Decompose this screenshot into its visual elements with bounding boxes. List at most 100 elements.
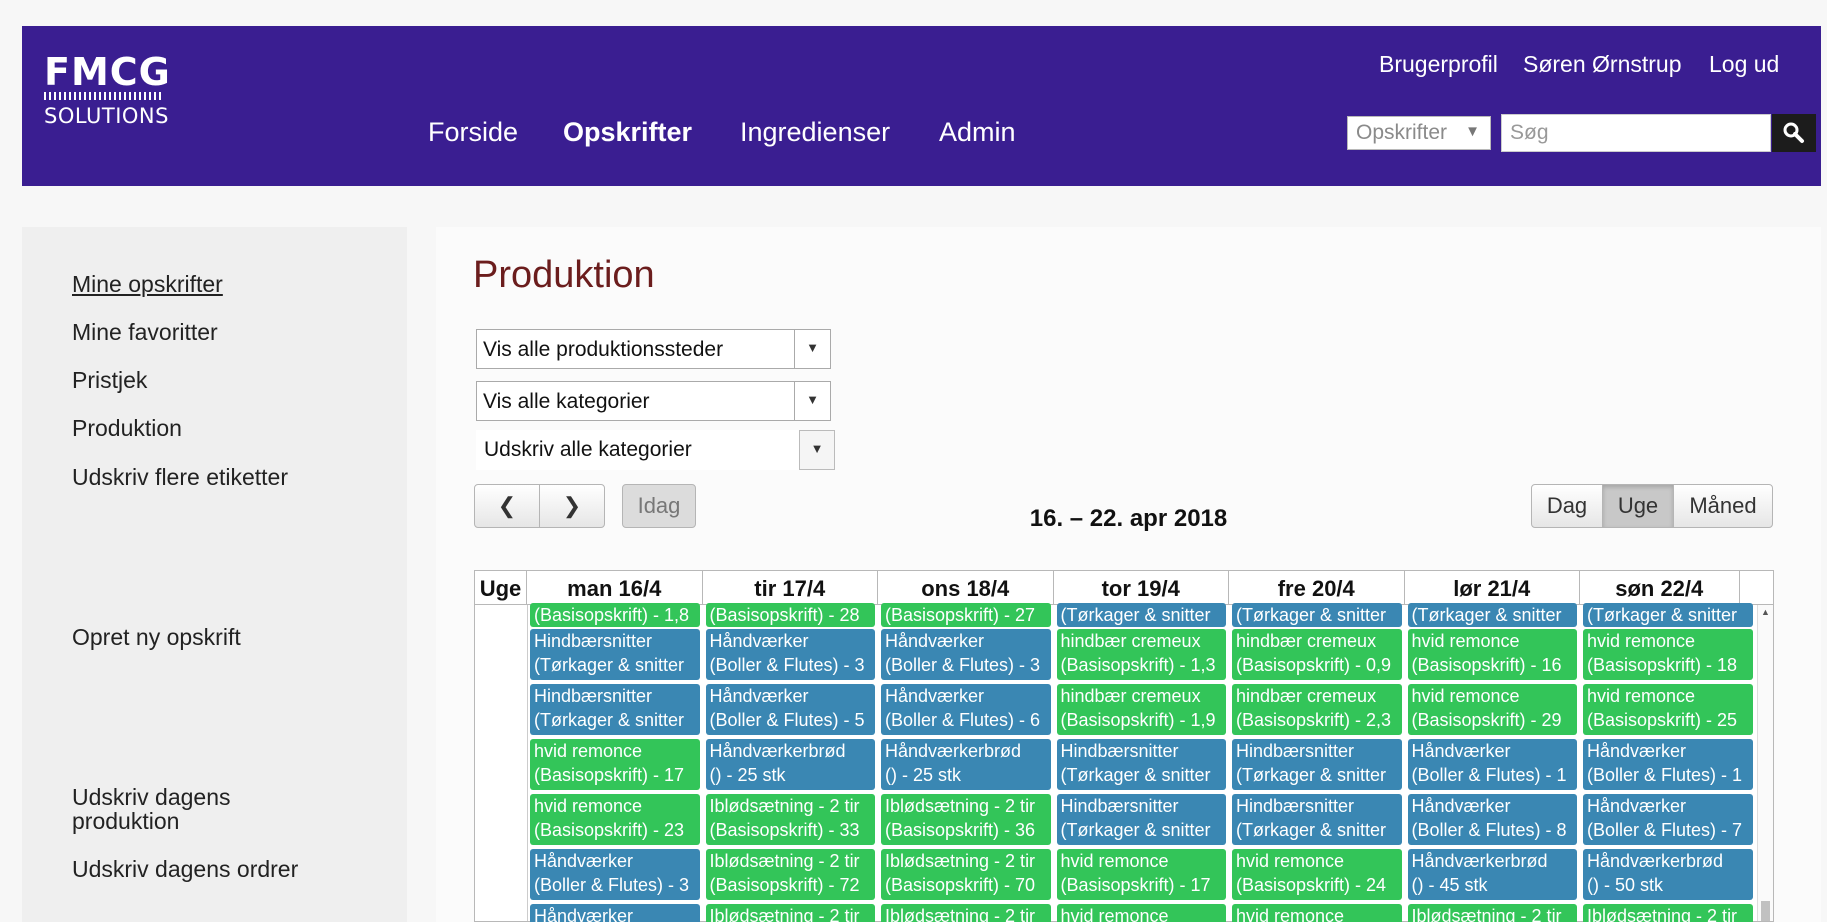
event-detail: (Boller & Flutes) - 1: [1587, 765, 1743, 785]
next-week-button[interactable]: ❯: [539, 484, 605, 528]
calendar-event[interactable]: (Tørkager & snitter: [1583, 603, 1753, 627]
search-scope-select[interactable]: Opskrifter ▼: [1347, 116, 1491, 150]
calendar-event[interactable]: Håndværker (Boller & Flutes) - 5: [705, 684, 875, 735]
event-title: Håndværker: [1411, 796, 1511, 816]
logo-text-solutions: SOLUTIONS: [44, 104, 169, 128]
calendar-header: Uge man 16/4 tir 17/4 ons 18/4 tor 19/4 fre …: [474, 570, 1774, 605]
calendar-event[interactable]: (Basisopskrift) - 27: [881, 603, 1051, 627]
day-header: man 16/4: [527, 571, 703, 605]
calendar-event[interactable]: Hindbærsnitter (Tørkager & snitter: [1232, 794, 1402, 845]
calendar-event[interactable]: hvid remonce (Basisopskrift) - 24: [1232, 849, 1402, 900]
calendar-event[interactable]: Iblødsætning - 2 tir (Basisopskrift) - 72: [705, 849, 875, 900]
calendar-event[interactable]: Iblødsætning - 2 tir (Basisopskrift) - 70: [881, 849, 1051, 900]
company-logo[interactable]: FMCG SOLUTIONS: [44, 50, 184, 130]
calendar-body[interactable]: ▲ (Basisopskrift) - 1,8 Hindbærsnitter (Tø…: [474, 603, 1774, 922]
chevron-down-icon: ▼: [794, 382, 830, 420]
event-title: Iblødsætning - 2 tir: [709, 796, 860, 816]
calendar-event[interactable]: Håndværker: [530, 904, 700, 922]
event-title: Hindbærsnitter: [1236, 796, 1355, 816]
view-month-button[interactable]: Måned: [1673, 484, 1773, 528]
calendar-event[interactable]: Iblødsætning - 2 tir (Basisopskrift) - 36: [881, 794, 1051, 845]
calendar-event[interactable]: Håndværkerbrød () - 45 stk: [1407, 849, 1577, 900]
calendar-event[interactable]: Håndværker (Boller & Flutes) - 3: [530, 849, 700, 900]
calendar-event[interactable]: hvid remonce (Basisopskrift) - 18: [1583, 629, 1753, 680]
production-site-select[interactable]: Vis alle produktionssteder ▼: [476, 329, 831, 369]
calendar-event[interactable]: hvid remonce: [1232, 904, 1402, 922]
calendar-event[interactable]: Håndværker (Boller & Flutes) - 3: [705, 629, 875, 680]
calendar-event[interactable]: hvid remonce (Basisopskrift) - 25: [1583, 684, 1753, 735]
sidebar-item-opret-opskrift[interactable]: Opret ny opskrift: [72, 624, 241, 650]
calendar-event[interactable]: Hindbærsnitter (Tørkager & snitter: [530, 629, 700, 680]
calendar-event[interactable]: Håndværkerbrød () - 50 stk: [1583, 849, 1753, 900]
sidebar-item-mine-favoritter[interactable]: Mine favoritter: [72, 319, 218, 345]
chevron-down-icon: ▼: [799, 430, 835, 470]
sidebar-item-mine-opskrifter[interactable]: Mine opskrifter: [72, 271, 223, 297]
calendar-event[interactable]: Iblødsætning - 2 tir: [705, 904, 875, 922]
sidebar-item-produktion[interactable]: Produktion: [72, 415, 182, 441]
calendar-event[interactable]: Iblødsætning - 2 tir: [1583, 904, 1753, 922]
calendar-event[interactable]: Håndværkerbrød () - 25 stk: [705, 739, 875, 790]
sidebar-item-udskriv-ordrer[interactable]: Udskriv dagens ordrer: [72, 856, 299, 882]
logo-barcode: [44, 92, 164, 100]
calendar-event[interactable]: hindbær cremeux (Basisopskrift) - 2,3: [1232, 684, 1402, 735]
user-profile-link[interactable]: Brugerprofil: [1379, 51, 1498, 77]
calendar-event[interactable]: (Basisopskrift) - 28: [705, 603, 875, 627]
calendar-event[interactable]: (Basisopskrift) - 1,8: [530, 603, 700, 627]
scrollbar-thumb[interactable]: [1761, 901, 1770, 921]
calendar-event[interactable]: Håndværker (Boller & Flutes) - 1: [1583, 739, 1753, 790]
today-button[interactable]: Idag: [622, 484, 696, 528]
calendar-event[interactable]: (Tørkager & snitter: [1232, 603, 1402, 627]
event-detail: (Basisopskrift) - 17: [1060, 875, 1211, 895]
event-detail: (Basisopskrift) - 24: [1236, 875, 1387, 895]
nav-admin[interactable]: Admin: [939, 117, 1016, 147]
event-detail: (Basisopskrift) - 72: [709, 875, 860, 895]
view-week-button[interactable]: Uge: [1602, 484, 1674, 528]
production-site-value: Vis alle produktionssteder: [483, 338, 724, 361]
nav-ingredienser[interactable]: Ingredienser: [740, 117, 891, 147]
calendar-event[interactable]: hindbær cremeux (Basisopskrift) - 1,3: [1056, 629, 1226, 680]
print-category-select[interactable]: Udskriv alle kategorier ▼: [476, 430, 835, 470]
nav-forside[interactable]: Forside: [428, 117, 519, 147]
calendar-event[interactable]: hindbær cremeux (Basisopskrift) - 1,9: [1056, 684, 1226, 735]
sidebar-item-udskriv-etiketter[interactable]: Udskriv flere etiketter: [72, 464, 289, 490]
event-title: hvid remonce: [534, 741, 643, 761]
nav-opskrifter[interactable]: Opskrifter: [563, 117, 693, 147]
calendar-event[interactable]: Iblødsætning - 2 tir: [881, 904, 1051, 922]
calendar-event[interactable]: (Tørkager & snitter: [1407, 603, 1577, 627]
calendar-event[interactable]: hvid remonce: [1056, 904, 1226, 922]
sidebar-item-pristjek[interactable]: Pristjek: [72, 367, 148, 393]
calendar-event[interactable]: Håndværker (Boller & Flutes) - 6: [881, 684, 1051, 735]
calendar-scrollbar[interactable]: ▲: [1757, 605, 1773, 921]
calendar-event[interactable]: hindbær cremeux (Basisopskrift) - 0,9: [1232, 629, 1402, 680]
prev-week-button[interactable]: ❮: [474, 484, 540, 528]
calendar-event[interactable]: Hindbærsnitter (Tørkager & snitter: [530, 684, 700, 735]
event-title: Hindbærsnitter: [1236, 741, 1355, 761]
search-input[interactable]: [1501, 114, 1771, 152]
view-day-button[interactable]: Dag: [1531, 484, 1603, 528]
calendar-event[interactable]: Håndværker (Boller & Flutes) - 1: [1407, 739, 1577, 790]
user-name-link[interactable]: Søren Ørnstrup: [1523, 51, 1682, 77]
category-select[interactable]: Vis alle kategorier ▼: [476, 381, 831, 421]
calendar-event[interactable]: (Tørkager & snitter: [1056, 603, 1226, 627]
calendar-event[interactable]: Iblødsætning - 2 tir: [1407, 904, 1577, 922]
calendar-event[interactable]: hvid remonce (Basisopskrift) - 17: [530, 739, 700, 790]
calendar-event[interactable]: Håndværkerbrød () - 25 stk: [881, 739, 1051, 790]
calendar-event[interactable]: hvid remonce (Basisopskrift) - 17: [1056, 849, 1226, 900]
calendar-event[interactable]: hvid remonce (Basisopskrift) - 29: [1407, 684, 1577, 735]
calendar-event[interactable]: Iblødsætning - 2 tir (Basisopskrift) - 33: [705, 794, 875, 845]
calendar-event[interactable]: Hindbærsnitter (Tørkager & snitter: [1056, 794, 1226, 845]
calendar-event[interactable]: Håndværker (Boller & Flutes) - 7: [1583, 794, 1753, 845]
calendar-event[interactable]: Håndværker (Boller & Flutes) - 8: [1407, 794, 1577, 845]
chevron-down-icon: ▼: [1465, 123, 1480, 140]
calendar-event[interactable]: Hindbærsnitter (Tørkager & snitter: [1056, 739, 1226, 790]
calendar-event[interactable]: hvid remonce (Basisopskrift) - 16: [1407, 629, 1577, 680]
search-button[interactable]: [1772, 114, 1816, 152]
calendar-event[interactable]: hvid remonce (Basisopskrift) - 23: [530, 794, 700, 845]
event-title: Håndværkerbrød: [1587, 851, 1724, 871]
calendar-event[interactable]: Håndværker (Boller & Flutes) - 3: [881, 629, 1051, 680]
sidebar-item-udskriv-produktion[interactable]: Udskriv dagens produktion: [72, 784, 231, 834]
event-title: (Basisopskrift) - 27: [885, 605, 1036, 625]
event-detail: (Basisopskrift) - 29: [1411, 710, 1562, 730]
logout-link[interactable]: Log ud: [1709, 51, 1780, 77]
calendar-event[interactable]: Hindbærsnitter (Tørkager & snitter: [1232, 739, 1402, 790]
